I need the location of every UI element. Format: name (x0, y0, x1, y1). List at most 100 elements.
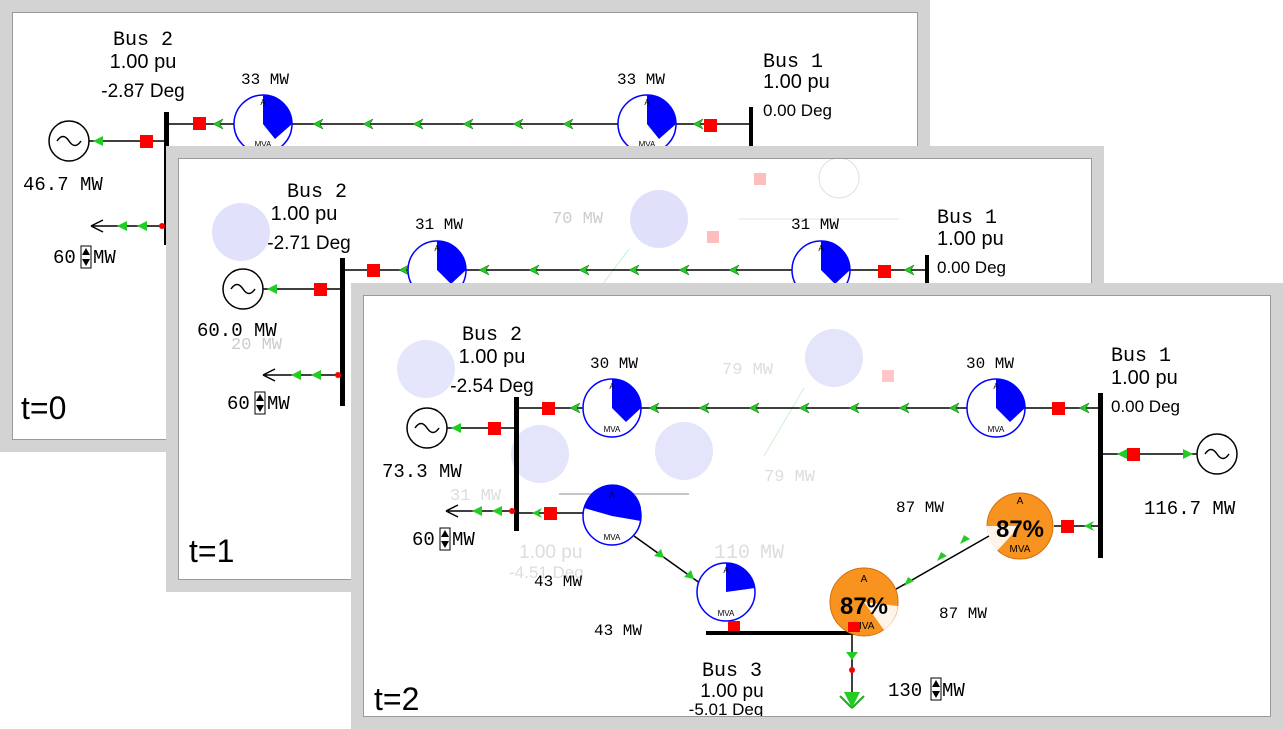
load-arrow-icon (90, 219, 104, 233)
load-mw-value[interactable]: 60 (53, 247, 76, 269)
line13-mw-b: 87 MW (939, 605, 987, 623)
svg-text:A: A (723, 566, 729, 575)
ghost-deg: -4.51 Deg (509, 563, 584, 582)
ghost-mw-5: MW (760, 542, 784, 565)
ghost-mw-1: 79 MW (722, 361, 774, 380)
bus2-pu: 1.00 pu (110, 51, 177, 73)
generator-bus1[interactable] (1103, 433, 1238, 475)
breaker-generator (314, 283, 327, 296)
line23-mw-b: 43 MW (594, 622, 642, 640)
svg-text:MVA: MVA (255, 140, 272, 149)
generator-bus2-mw: 73.3 MW (382, 461, 462, 483)
time-label-t0: t=0 (21, 390, 66, 426)
bus1-name: Bus 1 (1111, 345, 1171, 368)
line-bus2-bus3[interactable]: A MVA A MVA (519, 484, 756, 631)
bus2-pu: 1.00 pu (271, 203, 338, 225)
time-label-t2: t=2 (374, 681, 419, 716)
load-bus2[interactable] (90, 219, 165, 233)
line-flow-pie-right[interactable]: A MVA (617, 94, 677, 154)
breaker-bus1-line12[interactable] (1052, 402, 1065, 415)
breaker-generator-bus1 (1127, 448, 1140, 461)
svg-text:MVA: MVA (639, 140, 656, 149)
load-mw-unit: MW (267, 393, 290, 415)
load-spinner-icon[interactable] (254, 391, 266, 415)
breaker-bus2-line12[interactable] (542, 402, 555, 415)
load-bus2-unit: MW (452, 529, 475, 551)
oneline-canvas-t2: 79 MW 79 MW 31 MW 110 MW 1.00 pu -4.51 D… (363, 295, 1271, 717)
line-mw-right: 33 MW (617, 71, 665, 89)
bus2-deg: -2.71 Deg (267, 233, 350, 254)
line-mw-right: 31 MW (791, 216, 839, 234)
bus1-pu: 1.00 pu (937, 228, 1004, 250)
bus1-deg: 0.00 Deg (1111, 397, 1180, 416)
bus2-bar[interactable] (514, 397, 519, 531)
generator-icon (1204, 448, 1230, 460)
load-bus2-value[interactable]: 60 (412, 529, 435, 551)
load-bus3-unit: MW (942, 680, 965, 702)
bus2-bar[interactable] (340, 258, 345, 406)
load-bus2-spinner-icon[interactable] (439, 527, 451, 551)
line12-flow-pie-right[interactable]: A MVA (966, 378, 1026, 438)
svg-text:A: A (260, 98, 266, 107)
line-mw-left: 33 MW (241, 71, 289, 89)
snapshot-frame-t2: 79 MW 79 MW 31 MW 110 MW 1.00 pu -4.51 D… (351, 283, 1283, 729)
breaker-generator-bus2 (488, 422, 501, 435)
generator-bus2[interactable] (48, 120, 164, 162)
load-bus3-value[interactable]: 130 (888, 680, 922, 702)
svg-text:A: A (861, 574, 868, 585)
generator-mw: 46.7 MW (23, 174, 103, 196)
time-label-t1: t=1 (189, 533, 234, 569)
svg-text:A: A (1017, 496, 1024, 507)
svg-text:A: A (993, 382, 999, 391)
ghost-pu: 1.00 pu (519, 542, 582, 563)
bus1-bar[interactable] (749, 107, 753, 147)
bus1-bar[interactable] (925, 255, 929, 285)
generator-bus2[interactable] (406, 407, 514, 449)
load-spinner-icon[interactable] (80, 245, 92, 269)
generator-bus2[interactable] (222, 268, 340, 310)
bus3-deg: -5.01 Deg (689, 700, 764, 716)
generator-icon (230, 283, 256, 295)
bus3-bar[interactable] (706, 631, 866, 635)
svg-text:MVA: MVA (604, 425, 621, 434)
flow-arrows-line12 (569, 402, 1090, 414)
ghost-layer-t2 (397, 329, 894, 495)
line-bus1-bus3[interactable]: A 87% MVA A 87% MVA (829, 492, 1098, 637)
bus1-pu: 1.00 pu (1111, 367, 1178, 389)
bus1-pu: 1.00 pu (763, 71, 830, 93)
ghost-mw-5: 20 MW (231, 336, 283, 355)
breaker-generator (140, 135, 153, 148)
line13-mw-a: 87 MW (896, 499, 944, 517)
load-bus3[interactable] (839, 635, 865, 709)
line-flow-pie-left[interactable]: A MVA (233, 94, 293, 154)
breaker-bus2-line23 (544, 507, 557, 520)
breaker-bus2-line[interactable] (367, 264, 380, 277)
ghost-mw-1: 70 MW (552, 210, 604, 229)
line23-mw-a: 43 MW (534, 573, 582, 591)
overload-percent-1: 87% (996, 516, 1044, 543)
bus2-pu: 1.00 pu (459, 346, 526, 368)
line12-flow-pie-left[interactable]: A MVA (582, 378, 642, 438)
load-bus2[interactable] (445, 504, 515, 518)
bus2-deg: -2.54 Deg (450, 376, 533, 397)
svg-text:MVA: MVA (1010, 544, 1031, 555)
breaker-bus2-line[interactable] (193, 117, 206, 130)
breaker-bus3-line13 (848, 622, 860, 632)
load-mw-value[interactable]: 60 (227, 393, 250, 415)
bus3-pu: 1.00 pu (700, 681, 763, 702)
line12-mw-right: 30 MW (966, 355, 1014, 373)
breaker-bus1-line[interactable] (878, 265, 891, 278)
generator-mw: 60.0 MW (197, 320, 277, 342)
breaker-bus3-line23 (728, 621, 740, 631)
breaker-bus1-line[interactable] (704, 119, 717, 132)
bus1-bar[interactable] (1098, 393, 1103, 558)
ghost-layer-t1 (212, 159, 899, 290)
bus3-name: Bus 3 (702, 660, 762, 683)
bus2-name: Bus 2 (287, 181, 347, 204)
svg-text:MVA: MVA (988, 425, 1005, 434)
flow-arrows-line12 (212, 118, 704, 130)
bus1-deg: 0.00 Deg (763, 101, 832, 120)
load-bus3-spinner-icon[interactable] (930, 677, 942, 701)
bus1-name: Bus 1 (937, 207, 997, 230)
generator-icon (56, 135, 82, 147)
